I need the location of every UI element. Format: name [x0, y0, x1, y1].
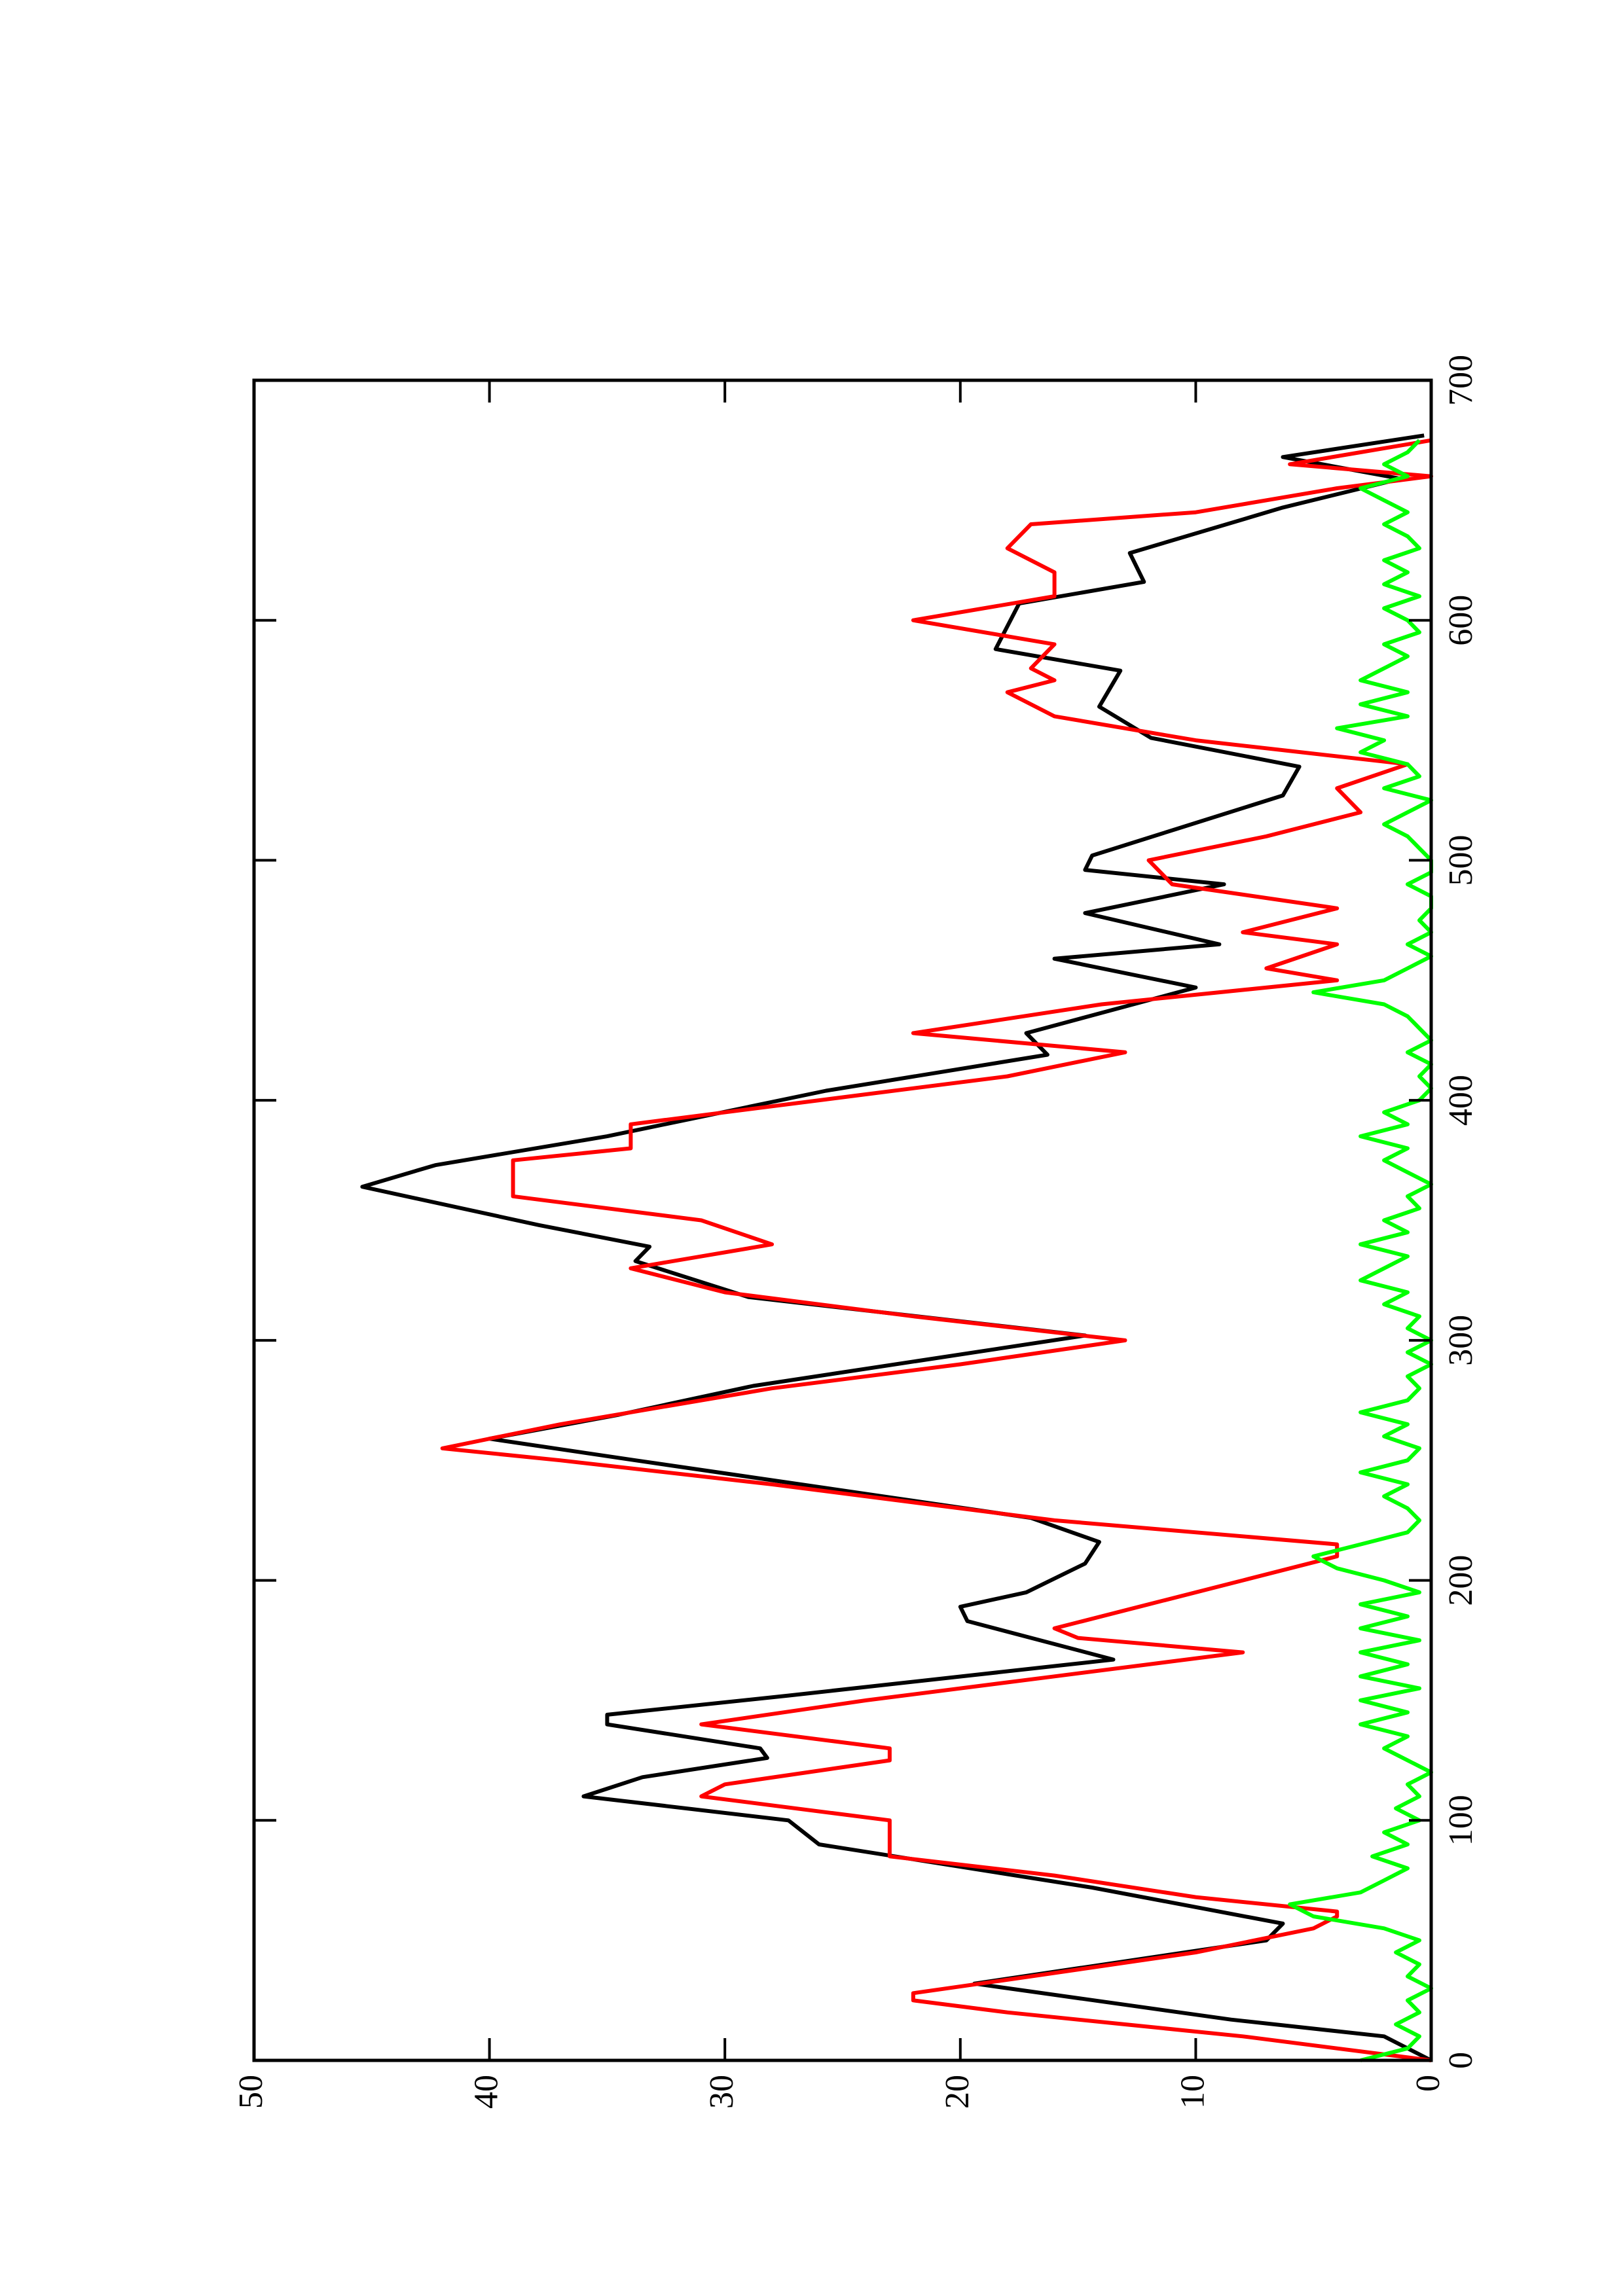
y-tick-label: 40 — [468, 2075, 505, 2109]
plot: 0 100 200 300 400 500 600 700 0 10 20 30 40 50 — [232, 355, 1480, 2109]
plot-frame — [252, 378, 1433, 2062]
x-tick-label: 600 — [1442, 595, 1480, 646]
x-tick-label: 500 — [1442, 834, 1480, 886]
x-tick-label: 400 — [1442, 1075, 1480, 1126]
data-line — [360, 433, 1432, 2062]
y-tick-label: 20 — [939, 2075, 976, 2109]
x-tick-label: 100 — [1442, 1795, 1480, 1846]
x-tick-label: 200 — [1442, 1555, 1480, 1606]
data-line — [1288, 439, 1433, 2062]
y-tick-label: 50 — [232, 2075, 270, 2109]
y-tick-label: 0 — [1410, 2075, 1447, 2092]
x-tick-label: 300 — [1442, 1315, 1480, 1366]
x-tick-label: 0 — [1442, 2052, 1480, 2069]
data-line — [440, 438, 1433, 2062]
x-tick-label: 700 — [1442, 355, 1480, 406]
y-tick-label: 10 — [1174, 2075, 1211, 2109]
y-tick-label: 30 — [703, 2075, 740, 2109]
